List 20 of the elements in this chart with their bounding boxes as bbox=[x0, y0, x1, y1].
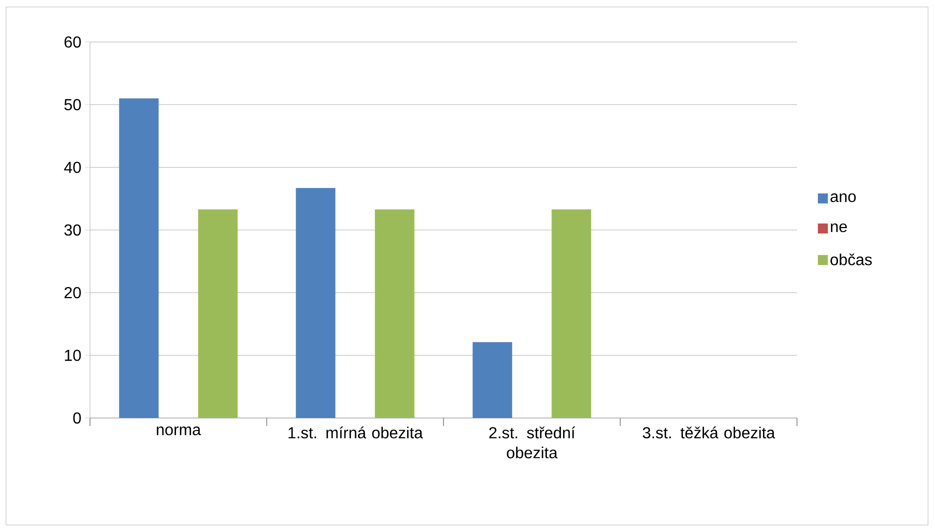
y-tick-label: 10 bbox=[64, 350, 81, 361]
y-tick-label: 50 bbox=[64, 99, 81, 110]
bar bbox=[198, 209, 238, 418]
y-tick-label: 30 bbox=[64, 224, 81, 236]
x-tick-label: 2.st. střední obezita bbox=[489, 426, 576, 458]
y-tick-label: 40 bbox=[64, 162, 81, 173]
y-tick-label: 0 bbox=[73, 412, 81, 424]
x-tick-label: 1.st. mírná obezita bbox=[288, 426, 423, 438]
bar bbox=[552, 209, 592, 418]
legend-label: ano bbox=[830, 193, 856, 202]
bar bbox=[119, 98, 159, 418]
x-tick-label: 3.st. těžká obezita bbox=[642, 426, 776, 438]
legend-label: občas bbox=[830, 254, 872, 266]
legend-label: ne bbox=[830, 223, 847, 232]
bar bbox=[374, 209, 414, 418]
y-tick-label: 20 bbox=[64, 287, 81, 298]
bar bbox=[472, 342, 512, 418]
y-tick-label: 60 bbox=[64, 36, 81, 48]
bar bbox=[296, 188, 336, 418]
x-tick-label: norma bbox=[156, 426, 201, 436]
